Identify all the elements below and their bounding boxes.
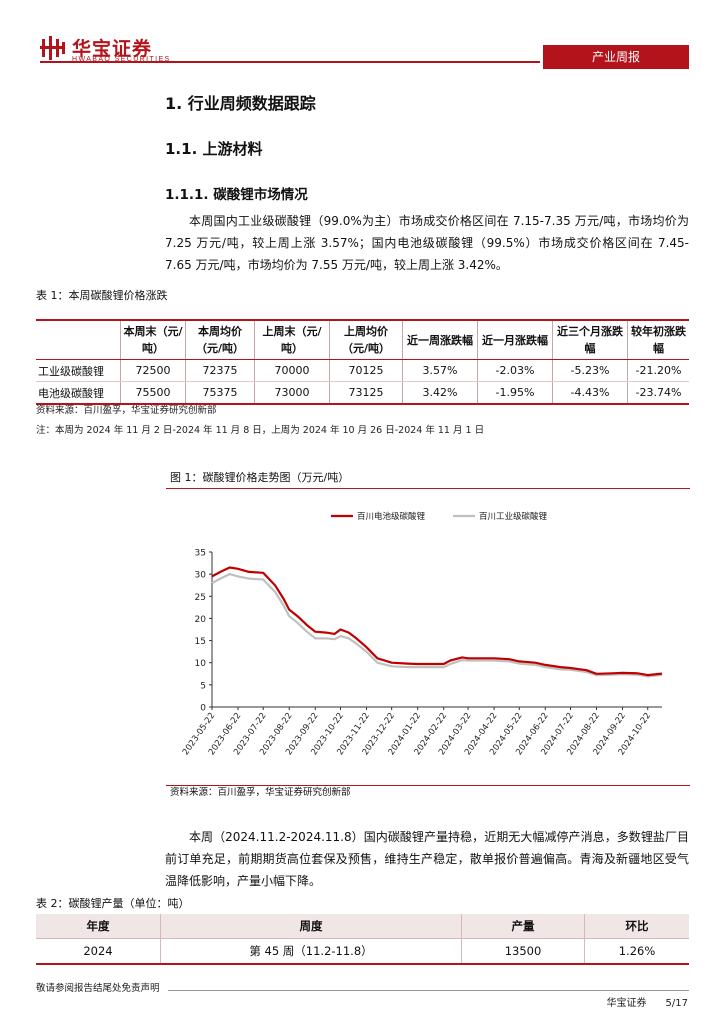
table-cell: 3.57% [402, 359, 478, 382]
footer-disclaimer: 敬请参阅报告结尾处免责声明 [36, 980, 168, 994]
table-header-cell: 周度 [160, 914, 462, 939]
table-cell: 70000 [254, 359, 330, 382]
y-tick-label: 35 [195, 549, 206, 559]
footer-company: 华宝证券 [606, 998, 647, 1009]
table-cell: -21.20% [627, 359, 689, 382]
y-tick-label: 5 [200, 681, 206, 691]
table-cell: -5.23% [552, 359, 628, 382]
table1-source: 资料来源：百川盈孚，华宝证券研究创新部 [36, 405, 217, 416]
table-cell: 73125 [329, 381, 403, 405]
table-cell: -4.43% [552, 381, 628, 405]
header-divider [40, 61, 540, 63]
table-cell: 第 45 周（11.2-11.8） [160, 938, 462, 964]
y-tick-label: 30 [195, 571, 207, 581]
table-cell: 75375 [185, 381, 255, 405]
subsubsection-heading: 1.1.1. 碳酸锂市场情况 [165, 187, 308, 203]
table-cell: 电池级碳酸锂 [36, 381, 121, 405]
table2-caption: 表 2：碳酸锂产量（单位：吨） [36, 897, 190, 910]
figure-bottom-rule [166, 785, 690, 786]
y-tick-label: 0 [200, 704, 206, 714]
figure1-caption: 图 1：碳酸锂价格走势图（万元/吨） [170, 471, 350, 484]
table-cell: 72500 [120, 359, 186, 382]
table-header-cell: 近一周涨跌幅 [402, 320, 478, 360]
legend-label: 百川工业级碳酸锂 [479, 511, 548, 522]
price-chart: 051015202530352023-05-222023-06-222023-0… [181, 511, 663, 757]
production-table: 年度 周度 产量 环比 2024 第 45 周（11.2-11.8） 13500… [36, 914, 689, 965]
figure1-source: 资料来源：百川盈孚，华宝证券研究创新部 [170, 787, 351, 798]
table-header-row: 本周末（元/吨） 本周均价（元/吨） 上周末（元/吨） 上周均价（元/吨） 近一… [36, 320, 689, 360]
page-number: 5/17 [665, 998, 688, 1009]
table-cell: 75500 [120, 381, 186, 405]
table-row: 工业级碳酸锂 72500 72375 70000 70125 3.57% -2.… [36, 359, 689, 382]
table-cell: 1.26% [584, 938, 689, 964]
table-header-cell: 上周均价（元/吨） [329, 320, 403, 360]
table1-note: 注：本周为 2024 年 11 月 2 日-2024 年 11 月 8 日，上周… [36, 425, 485, 436]
table-cell: 工业级碳酸锂 [36, 359, 121, 382]
logo-icon [40, 36, 68, 64]
figure-top-rule [166, 488, 690, 489]
table-cell: 13500 [461, 938, 585, 964]
table-header-cell: 本周均价（元/吨） [185, 320, 255, 360]
table-row: 电池级碳酸锂 75500 75375 73000 73125 3.42% -1.… [36, 381, 689, 405]
table1-caption: 表 1：本周碳酸锂价格涨跌 [36, 289, 168, 302]
logo-text: 华宝证券 [72, 38, 153, 60]
table-header-cell: 本周末（元/吨） [120, 320, 186, 360]
y-tick-label: 15 [195, 637, 206, 647]
table-cell: 2024 [36, 938, 161, 964]
table-cell: -2.03% [477, 359, 553, 382]
table-header-cell: 较年初涨跌幅 [627, 320, 689, 360]
production-paragraph: 本周（2024.11.2-2024.11.8）国内碳酸锂产量持稳，近期无大幅减停… [165, 830, 689, 888]
legend-label: 百川电池级碳酸锂 [357, 511, 426, 522]
table-header-cell: 近三个月涨跌幅 [552, 320, 628, 360]
price-paragraph: 本周国内工业级碳酸锂（99.0%为主）市场成交价格区间在 7.15-7.35 万… [165, 214, 689, 272]
y-tick-label: 10 [195, 659, 207, 669]
section-heading: 1. 行业周频数据跟踪 [165, 94, 316, 113]
y-tick-label: 20 [195, 615, 207, 625]
series-line [211, 572, 663, 678]
subsection-heading: 1.1. 上游材料 [165, 140, 263, 158]
series-line [211, 566, 663, 677]
table-header-row: 年度 周度 产量 环比 [36, 914, 689, 939]
table-cell: 73000 [254, 381, 330, 405]
table-cell: -1.95% [477, 381, 553, 405]
table-header-cell: 产量 [461, 914, 585, 939]
price-table: 本周末（元/吨） 本周均价（元/吨） 上周末（元/吨） 上周均价（元/吨） 近一… [36, 319, 689, 405]
table-row: 2024 第 45 周（11.2-11.8） 13500 1.26% [36, 938, 689, 964]
table-header-cell: 近一月涨跌幅 [477, 320, 553, 360]
table-header-cell [36, 320, 121, 360]
table-header-cell: 年度 [36, 914, 161, 939]
footer-divider [36, 990, 689, 991]
logo-subtext: HWABAO SECURITIES [72, 56, 171, 63]
table-cell: 3.42% [402, 381, 478, 405]
report-type-badge: 产业周报 [543, 45, 689, 69]
table-header-cell: 环比 [584, 914, 689, 939]
table-cell: 72375 [185, 359, 255, 382]
y-tick-label: 25 [195, 593, 206, 603]
table-cell: 70125 [329, 359, 403, 382]
table-cell: -23.74% [627, 381, 689, 405]
footer-page: 华宝证券 5/17 [606, 994, 688, 1009]
table-header-cell: 上周末（元/吨） [254, 320, 330, 360]
